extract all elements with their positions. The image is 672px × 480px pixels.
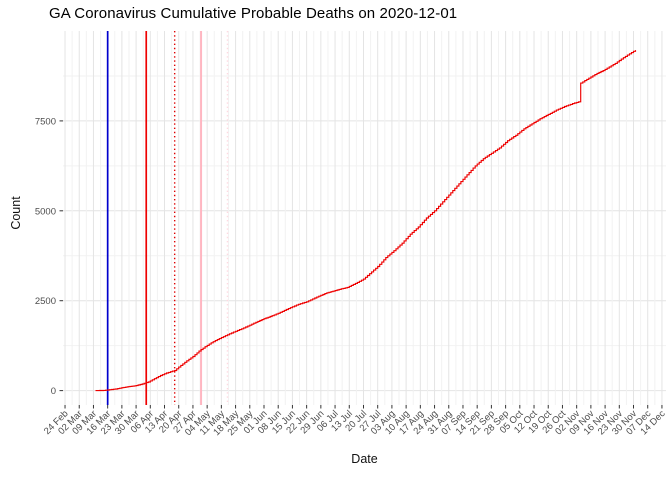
y-tick-label: 7500 bbox=[35, 116, 56, 127]
deaths-series-line bbox=[95, 50, 637, 392]
y-tick-label: 5000 bbox=[35, 206, 56, 217]
chart-title: GA Coronavirus Cumulative Probable Death… bbox=[49, 5, 458, 22]
x-axis-title: Date bbox=[351, 452, 378, 466]
y-tick-label: 2500 bbox=[35, 296, 56, 307]
y-tick-label: 0 bbox=[51, 386, 56, 397]
y-axis-title: Count bbox=[9, 196, 23, 230]
